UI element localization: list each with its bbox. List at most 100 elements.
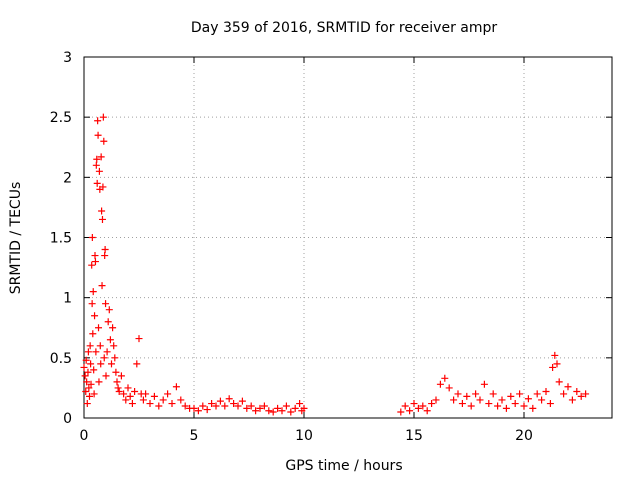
data-point	[300, 404, 308, 412]
data-point	[100, 137, 108, 145]
data-point	[560, 390, 568, 398]
data-point	[96, 342, 104, 350]
data-point	[99, 183, 107, 191]
y-axis-label: SRMTID / TECUs	[8, 182, 24, 295]
y-tick-label: 0	[63, 411, 72, 427]
data-point	[82, 388, 90, 396]
data-point	[582, 390, 590, 398]
data-point	[441, 374, 449, 382]
data-point	[91, 258, 99, 266]
x-tick-label: 20	[515, 428, 533, 444]
data-point	[410, 400, 418, 408]
data-point	[95, 378, 103, 386]
y-tick-label: 1	[63, 291, 72, 307]
data-point	[287, 408, 295, 416]
data-point	[555, 378, 563, 386]
data-point	[104, 318, 112, 326]
data-point	[92, 348, 100, 356]
axis-ticks: 0 5 10 15 20 0 0.5 1 1.5 2 2.5 3	[50, 50, 612, 444]
data-point	[573, 388, 581, 396]
data-point	[199, 402, 207, 410]
data-point	[172, 383, 180, 391]
data-point	[238, 397, 246, 405]
data-point	[159, 396, 167, 404]
data-point	[260, 402, 268, 410]
data-point	[216, 397, 224, 405]
data-point	[529, 404, 537, 412]
data-point	[91, 252, 99, 260]
data-point	[190, 404, 198, 412]
data-point	[97, 360, 105, 368]
data-point	[414, 404, 422, 412]
data-point	[110, 342, 118, 350]
data-point	[524, 395, 532, 403]
data-point	[111, 354, 119, 362]
data-point	[120, 390, 128, 398]
data-point	[208, 400, 216, 408]
data-point	[86, 342, 94, 350]
data-point	[533, 390, 541, 398]
data-point	[577, 392, 585, 400]
data-point	[126, 392, 134, 400]
data-point	[445, 384, 453, 392]
data-point	[406, 407, 414, 415]
data-point	[128, 400, 136, 408]
data-point	[95, 167, 103, 175]
x-tick-label: 15	[405, 428, 423, 444]
data-point	[146, 400, 154, 408]
data-point	[225, 395, 233, 403]
data-point	[494, 402, 502, 410]
data-point	[476, 396, 484, 404]
data-point	[84, 348, 92, 356]
data-point	[472, 390, 480, 398]
data-point	[454, 390, 462, 398]
data-point	[243, 404, 251, 412]
data-point	[177, 396, 185, 404]
x-tick-label: 5	[190, 428, 199, 444]
data-point	[230, 400, 238, 408]
data-point	[93, 155, 101, 163]
data-point	[568, 396, 576, 404]
data-point	[115, 388, 123, 396]
data-point	[131, 388, 139, 396]
data-point	[88, 234, 96, 241]
data-point	[81, 372, 89, 380]
data-point	[282, 402, 290, 410]
data-point	[256, 404, 264, 412]
data-point	[564, 383, 572, 391]
data-point	[84, 368, 92, 376]
data-point	[401, 402, 409, 410]
data-point	[133, 360, 141, 368]
data-point	[102, 372, 110, 380]
data-point	[89, 330, 97, 338]
data-point	[436, 380, 444, 388]
data-point	[489, 390, 497, 398]
data-point	[113, 378, 121, 386]
data-point	[89, 288, 97, 296]
data-point	[88, 261, 96, 269]
data-point	[106, 336, 114, 344]
data-point	[296, 400, 304, 408]
data-point	[114, 384, 122, 392]
data-point	[252, 407, 260, 415]
data-point	[181, 402, 189, 410]
data-point	[516, 390, 524, 398]
data-point	[542, 388, 550, 396]
data-point	[463, 392, 471, 400]
data-point	[95, 324, 103, 332]
data-point	[485, 400, 493, 408]
data-point	[108, 360, 115, 368]
data-point	[87, 380, 95, 388]
data-point	[164, 390, 172, 398]
data-point	[480, 380, 488, 388]
data-point	[291, 404, 299, 412]
data-point	[91, 312, 99, 320]
data-point	[93, 179, 101, 187]
grid-lines	[84, 57, 612, 418]
data-point	[101, 252, 109, 260]
x-axis-label: GPS time / hours	[285, 458, 402, 474]
data-point	[82, 356, 90, 364]
data-point	[142, 390, 150, 398]
data-point	[507, 392, 515, 400]
